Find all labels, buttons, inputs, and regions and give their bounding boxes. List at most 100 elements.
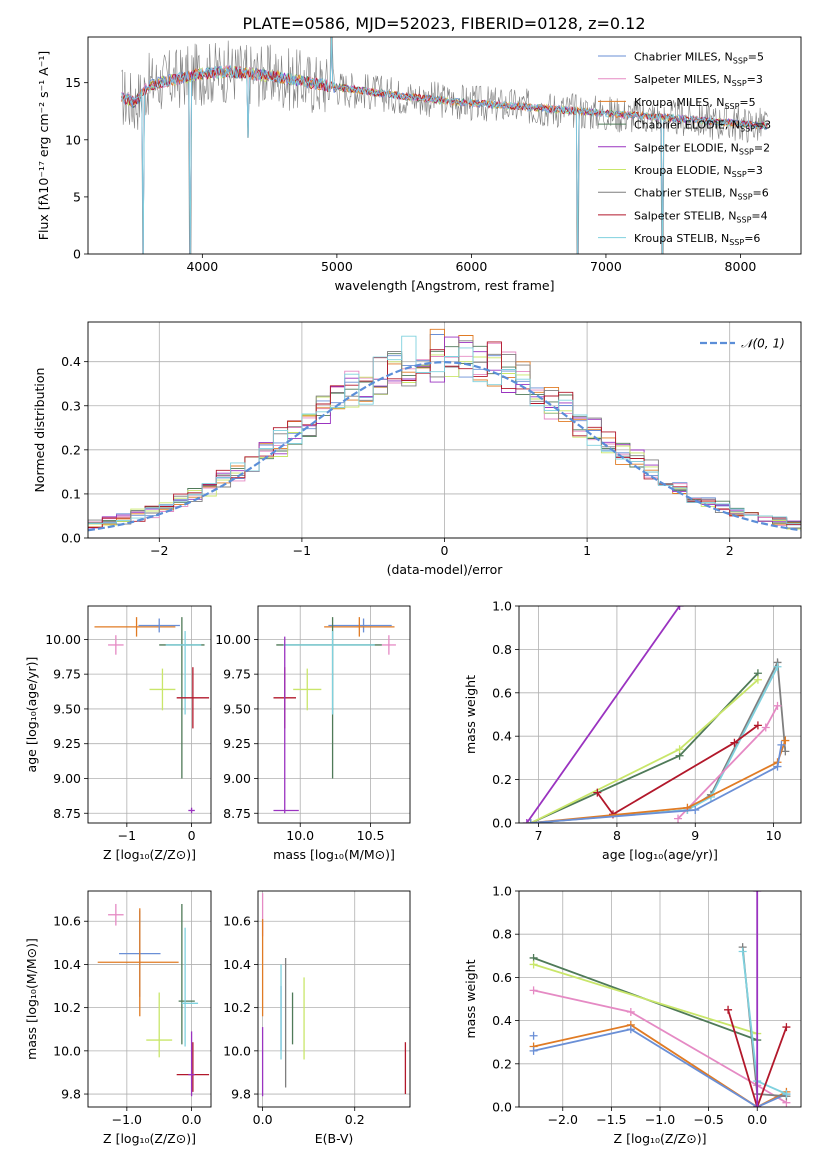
weight-marker-yellowgreen (529, 960, 538, 969)
figure-title: PLATE=0586, MJD=52023, FIBERID=0128, z=0… (242, 14, 645, 33)
x-axis-label: Z [log₁₀(Z/Z⊙)] (103, 847, 196, 862)
y-tick-label: 0 (73, 247, 81, 262)
x-axis-label: Z [log₁₀(Z/Z⊙)] (614, 1131, 707, 1146)
weight-marker-red (730, 738, 739, 747)
weight-marker-red (782, 1023, 791, 1032)
plot-frame (87, 890, 212, 1108)
y-tick-label: 0.1 (61, 486, 81, 501)
x-tick-label: −2 (150, 543, 168, 558)
y-tick-label: 10.00 (215, 632, 251, 647)
legend-entry: Salpeter STELIB, NSSP=4 (634, 209, 768, 224)
weight-marker-blue (691, 805, 700, 814)
y-axis-label: mass [log₁₀(M/M⊙)] (24, 938, 39, 1060)
y-axis-label: age [log₁₀(age/yr)] (24, 657, 39, 773)
weight-marker-red (753, 721, 762, 730)
weight-marker-pink (761, 723, 770, 732)
y-tick-label: 10.2 (53, 1000, 81, 1015)
y-tick-label: 0.6 (492, 685, 512, 700)
x-axis-label: mass [log₁₀(M/M⊙)] (273, 847, 395, 862)
mass-vs-metallicity-panel: −1.0 0.0 9.8 10.0 10.2 10.4 10.6 Z [log₁₀(Z/Z⊙)… (24, 890, 212, 1146)
y-tick-label: 8.75 (53, 806, 81, 821)
plot-frame (87, 36, 802, 255)
x-tick-label: 0.0 (253, 1112, 273, 1127)
y-axis-label: mass weight (463, 959, 478, 1038)
plot-area (97, 903, 210, 1097)
weight-marker-purple (753, 1103, 762, 1107)
plot-frame (257, 605, 411, 824)
residual-histogram-cyan (88, 335, 801, 528)
residuals-panel: −2 −1 0 1 2 0.0 0.1 0.2 0.3 0.4 (data-model)/error… (32, 321, 802, 577)
mass-vs-ebv-panel: 0.0 0.2 9.8 10.0 10.2 10.4 10.6 E(B-V) (223, 890, 411, 1146)
y-tick-label: 8.75 (223, 806, 251, 821)
weight-marker-blue (773, 762, 782, 771)
spectrum-panel: 4000 5000 6000 7000 8000 0 5 10 15 wavelength [An… (36, 36, 802, 293)
x-axis-label: Z [log₁₀(Z/Z⊙)] (103, 1131, 196, 1146)
weight-marker-blue (529, 1046, 538, 1055)
y-tick-label: 0.0 (61, 531, 81, 546)
weight-line-blue (533, 1028, 787, 1107)
x-tick-label: 0.0 (747, 1112, 767, 1127)
x-tick-label: 10 (766, 828, 782, 843)
weight-marker-cyan (738, 947, 747, 956)
x-tick-label: 0 (188, 828, 196, 843)
x-tick-label: 6000 (455, 259, 487, 274)
weight-line-cyan (530, 666, 779, 823)
weight-line-pink (533, 989, 787, 1104)
y-tick-label: 10.4 (53, 957, 81, 972)
weight-marker-cyan (782, 1090, 791, 1099)
y-tick-label: 10.4 (223, 957, 251, 972)
y-tick-label: 15 (65, 75, 81, 90)
y-tick-label: 9.50 (223, 701, 251, 716)
x-tick-label: 9 (691, 828, 699, 843)
weight-marker-red (593, 788, 602, 797)
y-tick-label: 0.8 (492, 927, 512, 942)
weight-marker-pink (773, 701, 782, 710)
weight-marker-purple (675, 606, 684, 610)
y-tick-label: 5 (73, 189, 81, 204)
weight-line-yellowgreen (530, 679, 759, 823)
weight-marker-pink (529, 986, 538, 995)
weight-line-red (596, 724, 759, 816)
y-tick-label: 0.2 (492, 772, 512, 787)
weight-marker-orange (781, 736, 790, 745)
plot-area (522, 606, 790, 823)
y-tick-label: 10 (65, 132, 81, 147)
plot-frame (257, 890, 411, 1108)
y-tick-label: 9.25 (53, 736, 81, 751)
weight-marker-yellowgreen (675, 745, 684, 754)
weight-line-yellowgreen (533, 963, 758, 1035)
x-tick-label: 8000 (725, 259, 757, 274)
x-axis-label: E(B-V) (315, 1131, 354, 1146)
weight-line-cyan (741, 951, 787, 1095)
y-tick-label: 10.0 (223, 1043, 251, 1058)
weight-marker-red (724, 1005, 733, 1014)
y-tick-label: 9.8 (231, 1087, 251, 1102)
weight-line-orange (530, 740, 787, 823)
weight-marker-cyan (773, 662, 782, 671)
age-vs-metallicity-panel: −1 0 8.75 9.00 9.25 9.50 9.75 10.00 Z [log₁₀(Z/Z… (24, 605, 212, 862)
y-tick-label: 0.6 (492, 970, 512, 985)
plot-area (88, 328, 801, 532)
x-tick-label: 7000 (590, 259, 622, 274)
y-tick-label: 0.4 (61, 354, 81, 369)
x-tick-label: −0.5 (693, 1112, 723, 1127)
x-tick-label: 7 (535, 828, 543, 843)
y-tick-label: 0.8 (492, 642, 512, 657)
y-tick-label: 9.75 (223, 667, 251, 682)
y-tick-label: 9.50 (53, 701, 81, 716)
y-tick-label: 0.2 (61, 442, 81, 457)
y-tick-label: 1.0 (492, 599, 512, 614)
x-tick-label: 4000 (186, 259, 218, 274)
legend-entry: Chabrier STELIB, NSSP=6 (634, 187, 769, 202)
x-axis-label: age [log₁₀(age/yr)] (602, 847, 718, 862)
y-tick-label: 0.2 (492, 1056, 512, 1071)
plot-frame (518, 605, 802, 824)
x-tick-label: −1.0 (645, 1112, 675, 1127)
weight-marker-blue (526, 819, 535, 823)
y-tick-label: 9.00 (53, 771, 81, 786)
y-axis-label: Flux [fλ10⁻¹⁷ erg cm⁻² s⁻¹ A⁻¹] (36, 51, 51, 240)
plot-frame (518, 890, 802, 1108)
y-tick-label: 0.3 (61, 398, 81, 413)
weight-marker-blue (529, 1031, 538, 1040)
plot-frame (87, 321, 802, 539)
